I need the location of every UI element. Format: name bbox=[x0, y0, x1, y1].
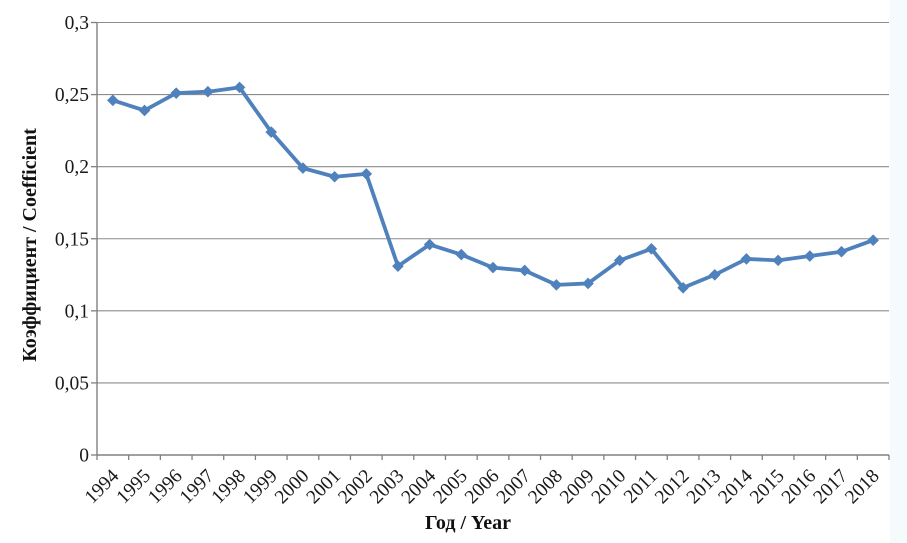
data-point-marker bbox=[265, 126, 278, 138]
y-tick-label: 0,2 bbox=[65, 157, 89, 178]
data-point-marker bbox=[645, 243, 658, 255]
x-axis-title: Год / Year bbox=[425, 512, 511, 534]
data-point-marker bbox=[613, 254, 626, 267]
data-point-marker bbox=[804, 250, 816, 262]
data-point-marker bbox=[233, 81, 246, 94]
data-point-marker bbox=[423, 238, 436, 251]
y-axis-title: Коэффициент / Coefficient bbox=[19, 128, 41, 362]
data-point-marker bbox=[297, 162, 309, 174]
data-point-marker bbox=[360, 168, 373, 180]
gridlines-group bbox=[97, 21, 889, 384]
data-point-marker bbox=[328, 170, 341, 183]
y-tick-label: 0,25 bbox=[55, 85, 89, 106]
axes-group bbox=[91, 21, 890, 460]
data-point-marker bbox=[582, 277, 594, 290]
data-point-marker bbox=[138, 104, 151, 117]
data-point-marker bbox=[392, 260, 404, 272]
data-point-marker bbox=[740, 253, 753, 265]
data-point-marker bbox=[772, 254, 784, 267]
y-tick-label: 0,05 bbox=[55, 373, 89, 394]
data-point-marker bbox=[455, 248, 468, 261]
y-tick-label: 0 bbox=[79, 446, 89, 467]
series-group bbox=[107, 81, 879, 294]
data-point-marker bbox=[518, 264, 531, 277]
y-tick-label: 0,3 bbox=[65, 13, 89, 34]
data-point-marker bbox=[677, 281, 689, 294]
data-point-marker bbox=[202, 85, 214, 98]
right-edge-tint bbox=[890, 0, 907, 543]
data-point-marker bbox=[708, 268, 721, 281]
data-point-marker bbox=[107, 94, 119, 107]
data-point-marker bbox=[170, 87, 182, 99]
y-tick-label: 0,1 bbox=[65, 301, 89, 322]
data-point-marker bbox=[487, 261, 499, 274]
data-point-marker bbox=[867, 234, 879, 246]
data-point-marker bbox=[550, 279, 563, 291]
y-tick-label: 0,15 bbox=[55, 229, 89, 250]
data-point-marker bbox=[835, 245, 848, 258]
